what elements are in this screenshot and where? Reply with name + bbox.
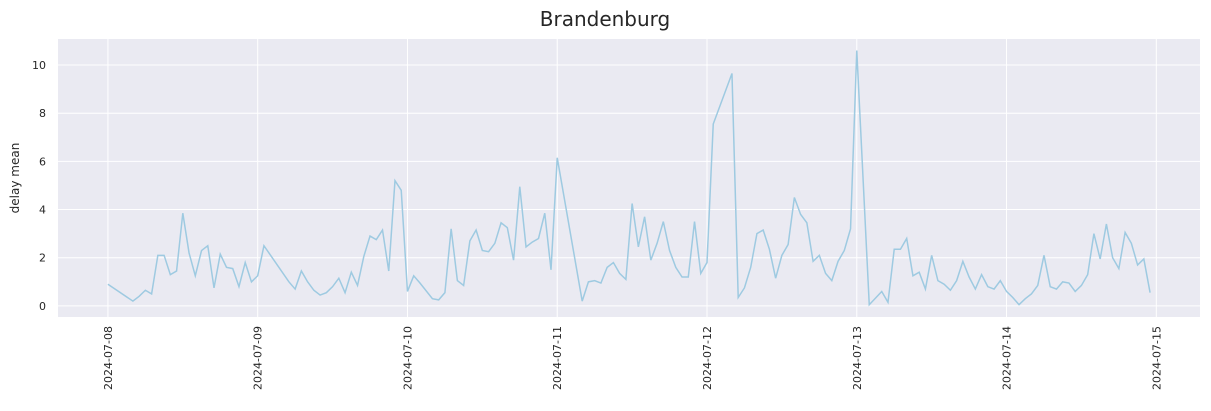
y-tick-label: 4 — [39, 204, 46, 217]
x-tick-label: 2024-07-09 — [252, 326, 265, 390]
x-tick-label: 2024-07-14 — [1001, 326, 1014, 390]
x-tick-label: 2024-07-08 — [102, 326, 115, 390]
chart-title: Brandenburg — [540, 7, 671, 31]
y-tick-label: 6 — [39, 155, 46, 168]
plot-background — [58, 39, 1200, 317]
x-tick-label: 2024-07-12 — [701, 326, 714, 390]
y-tick-label: 10 — [32, 59, 46, 72]
x-tick-label: 2024-07-13 — [851, 326, 864, 390]
data-line — [107, 50, 1151, 307]
x-tick-label: 2024-07-11 — [551, 326, 564, 390]
grid — [58, 39, 1200, 317]
x-tick-label: 2024-07-15 — [1150, 326, 1163, 390]
y-axis-label: delay mean — [8, 143, 22, 214]
x-tick-label: 2024-07-10 — [401, 326, 414, 390]
y-tick-label: 0 — [39, 300, 46, 313]
y-tick-label: 8 — [39, 107, 46, 120]
y-tick-label: 2 — [39, 252, 46, 265]
